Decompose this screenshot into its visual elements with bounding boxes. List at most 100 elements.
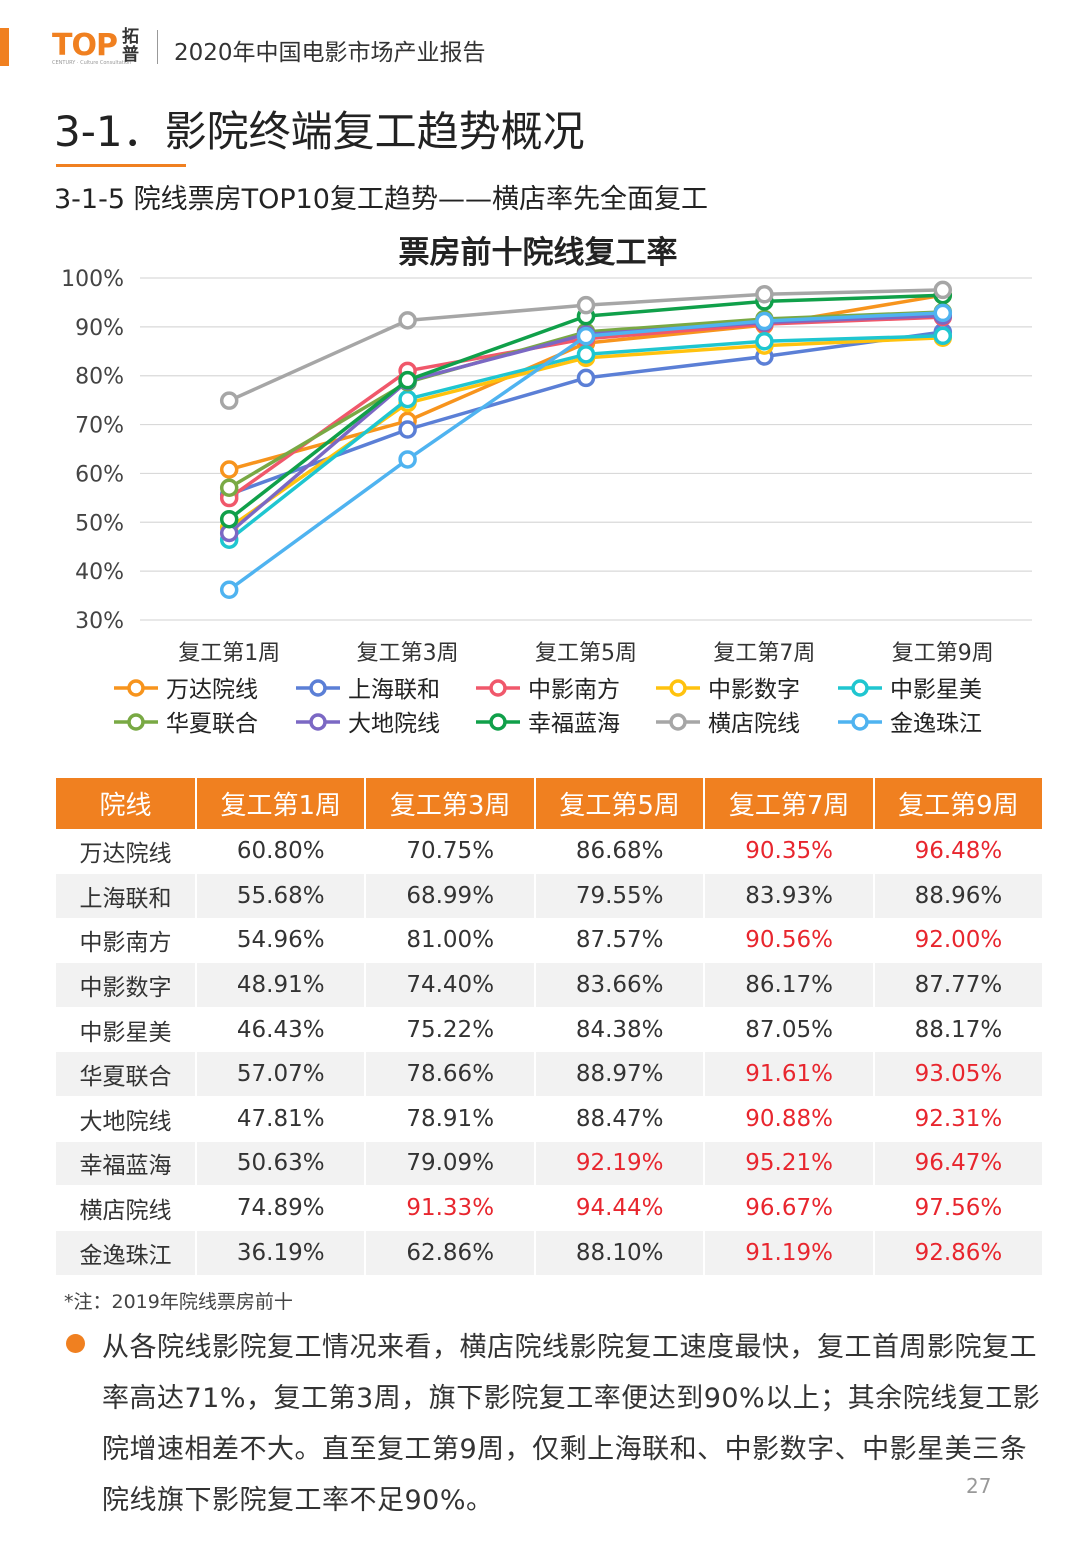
page-number: 27 [966, 1474, 992, 1498]
rate-cell: 86.68% [533, 828, 705, 874]
rate-cell: 88.17% [872, 1006, 1042, 1052]
cinema-chain-name: 大地院线 [56, 1096, 196, 1142]
legend-item: 中影星美 [838, 677, 982, 703]
legend-item: 金逸珠江 [838, 711, 982, 737]
table-row: 横店院线 74.89% 91.33% 94.44% 96.67% 97.56% [56, 1185, 1042, 1231]
series-幸福蓝海 [219, 285, 953, 529]
data-point [933, 303, 953, 323]
series-横店院线 [219, 280, 953, 410]
rate-cell: 87.77% [872, 962, 1042, 1008]
table-row: 上海联和 55.68% 68.99% 79.55% 83.93% 88.96% [56, 873, 1042, 919]
data-point [398, 370, 417, 390]
cinema-chain-name: 中影星美 [56, 1006, 196, 1052]
x-tick-label: 复工第1周 [178, 641, 280, 666]
rate-cell: 88.10% [533, 1229, 705, 1275]
y-tick-label: 40% [75, 560, 124, 585]
legend-label: 中影星美 [890, 677, 982, 703]
data-point [398, 420, 417, 439]
chart-title: 票房前十院线复工率 [399, 235, 678, 271]
report-title: 2020年中国电影市场产业报告 [174, 40, 486, 66]
y-tick-label: 30% [75, 609, 124, 634]
header-cell-week: 复工第1周 [194, 778, 366, 829]
x-axis-ticks: 复工第1周 复工第3周 复工第5周 复工第7周 复工第9周 [178, 641, 994, 666]
rate-cell: 91.61% [703, 1051, 874, 1097]
rate-cell: 84.38% [533, 1006, 705, 1052]
rate-cell: 91.33% [364, 1185, 535, 1231]
data-point [219, 478, 239, 497]
rate-cell: 92.19% [533, 1140, 705, 1186]
rate-cell: 88.96% [872, 873, 1042, 919]
header-cell-week: 复工第7周 [703, 778, 874, 829]
header-cell-week: 复工第9周 [872, 778, 1042, 829]
y-tick-label: 50% [75, 511, 124, 536]
legend-marker [669, 713, 687, 731]
brand-logo: TOP [52, 28, 118, 63]
rate-cell: 92.00% [872, 917, 1042, 963]
legend-marker [309, 713, 327, 731]
rate-cell: 83.93% [703, 873, 874, 919]
legend-marker [489, 713, 507, 731]
rate-cell: 87.05% [703, 1006, 874, 1052]
rate-cell: 94.44% [533, 1185, 705, 1231]
cinema-chain-name: 万达院线 [56, 828, 196, 874]
brand-logo-subtitle: CENTURY · Culture Consultation [52, 60, 132, 66]
rate-cell: 78.66% [364, 1051, 535, 1097]
legend-item: 中影南方 [476, 677, 620, 703]
legend-label: 金逸珠江 [890, 711, 982, 737]
legend-item: 大地院线 [296, 711, 440, 737]
table-row: 华夏联合 57.07% 78.66% 88.97% 91.61% 93.05% [56, 1051, 1042, 1097]
rate-cell: 68.99% [364, 873, 535, 919]
rate-cell: 46.43% [194, 1006, 366, 1052]
y-tick-label: 100% [61, 267, 124, 292]
rate-cell: 54.96% [194, 917, 366, 963]
data-table: 院线 复工第1周 复工第3周 复工第5周 复工第7周 复工第9周 万达院线 60.80% 70… [56, 778, 1042, 1275]
y-tick-label: 80% [75, 365, 124, 390]
table-row: 金逸珠江 36.19% 62.86% 88.10% 91.19% 92.86% [56, 1229, 1042, 1275]
header-divider [157, 30, 158, 64]
rate-cell: 57.07% [194, 1051, 366, 1097]
legend-item: 上海联和 [296, 677, 440, 703]
cinema-chain-name: 横店院线 [56, 1185, 196, 1231]
rate-cell: 75.22% [364, 1006, 535, 1052]
rate-cell: 92.31% [872, 1096, 1042, 1142]
data-point [219, 460, 239, 479]
data-point [576, 326, 596, 346]
cinema-chain-name: 幸福蓝海 [56, 1140, 196, 1186]
rate-cell: 81.00% [364, 917, 535, 963]
legend-item: 幸福蓝海 [476, 711, 620, 737]
header-cell-name: 院线 [56, 778, 196, 829]
data-point [576, 295, 596, 315]
rate-cell: 83.66% [533, 962, 705, 1008]
legend-item: 万达院线 [114, 677, 258, 703]
rate-cell: 96.67% [703, 1185, 874, 1231]
data-point [219, 509, 239, 529]
rate-cell: 70.75% [364, 828, 535, 874]
brand-logo-chinese: 拓普 [122, 27, 139, 65]
header-cell-week: 复工第3周 [364, 778, 535, 829]
table-row: 中影数字 48.91% 74.40% 83.66% 86.17% 87.77% [56, 962, 1042, 1008]
rate-cell: 88.97% [533, 1051, 705, 1097]
data-point [933, 326, 953, 346]
rate-cell: 78.91% [364, 1096, 535, 1142]
rate-cell: 87.57% [533, 917, 705, 963]
table-row: 大地院线 47.81% 78.91% 88.47% 90.88% 92.31% [56, 1096, 1042, 1142]
data-point [398, 389, 417, 409]
legend-marker [489, 679, 507, 697]
legend-item: 中影数字 [656, 677, 800, 703]
rate-cell: 86.17% [703, 962, 874, 1008]
data-point [219, 391, 239, 410]
legend-label: 万达院线 [166, 677, 258, 703]
cinema-chain-name: 中影数字 [56, 962, 196, 1008]
x-tick-label: 复工第7周 [713, 641, 815, 666]
chart-series [219, 280, 953, 600]
legend-marker [127, 679, 145, 697]
rate-cell: 95.21% [703, 1140, 874, 1186]
legend-marker [309, 679, 327, 697]
rate-cell: 93.05% [872, 1051, 1042, 1097]
rate-cell: 79.55% [533, 873, 705, 919]
table-row: 中影南方 54.96% 81.00% 87.57% 90.56% 92.00% [56, 917, 1042, 963]
data-point [933, 280, 953, 300]
header-cell-week: 复工第5周 [533, 778, 705, 829]
cinema-chain-name: 金逸珠江 [56, 1229, 196, 1275]
